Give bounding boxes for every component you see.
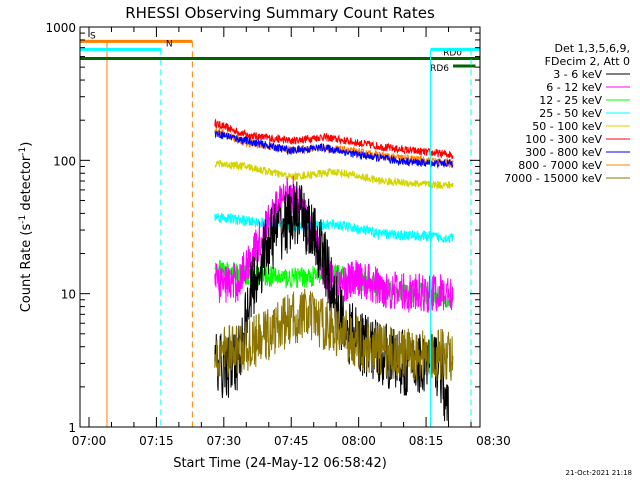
y-tick-label: 1 <box>68 421 76 435</box>
state-bar-label: S <box>90 31 96 41</box>
chart-title: RHESSI Observing Summary Count Rates <box>125 4 435 22</box>
x-tick-label: 08:00 <box>341 434 376 448</box>
y-tick-label: 10 <box>61 288 76 302</box>
legend-label: 7000 - 15000 keV <box>504 172 602 185</box>
legend-label: 100 - 300 keV <box>525 133 602 146</box>
legend-label: 800 - 7000 keV <box>518 159 602 172</box>
y-tick-label: 100 <box>53 154 76 168</box>
legend-header-detectors: Det 1,3,5,6,9, <box>554 42 630 55</box>
count-rate-curve <box>214 212 454 243</box>
count-rate-curve <box>214 118 454 160</box>
attenuator-state-bars: S N RD0 RD6 <box>80 31 480 427</box>
plot-frame <box>79 26 481 428</box>
legend-label: 6 - 12 keV <box>546 81 602 94</box>
state-bar-label: RD0 <box>443 49 462 59</box>
legend-label: 50 - 100 keV <box>532 120 602 133</box>
x-tick-label: 08:30 <box>476 434 511 448</box>
legend: Det 1,3,5,6,9, FDecim 2, Att 0 3 - 6 keV… <box>504 42 630 185</box>
count-rate-curve <box>214 159 454 191</box>
legend-label: 12 - 25 keV <box>539 94 602 107</box>
x-tick-label: 07:30 <box>207 434 242 448</box>
count-rate-curve <box>214 288 454 381</box>
x-axis-label: Start Time (24-May-12 06:58:42) <box>173 456 387 471</box>
x-tick-label: 07:45 <box>274 434 309 448</box>
y-axis: 1 10 100 1000 <box>45 21 480 435</box>
render-timestamp: 21-Oct-2021 21:18 <box>566 469 632 477</box>
legend-label: 3 - 6 keV <box>553 68 602 81</box>
x-tick-label: 07:15 <box>139 434 174 448</box>
legend-label: 25 - 50 keV <box>539 107 602 120</box>
x-axis: 07:00 07:15 07:30 07:45 08:00 08:15 08:30 <box>72 27 511 448</box>
x-tick-label: 08:15 <box>409 434 444 448</box>
y-tick-label: 1000 <box>45 21 76 35</box>
legend-header-decimation: FDecim 2, Att 0 <box>545 55 630 68</box>
y-axis-label: Count Rate (s-1 detector-1) <box>18 142 34 313</box>
count-rate-curve <box>214 130 454 169</box>
state-bar-label: N <box>166 39 173 49</box>
x-tick-label: 07:00 <box>72 434 107 448</box>
state-bar-label: RD6 <box>430 64 449 74</box>
plot-area <box>214 118 454 428</box>
legend-label: 300 - 800 keV <box>525 146 602 159</box>
